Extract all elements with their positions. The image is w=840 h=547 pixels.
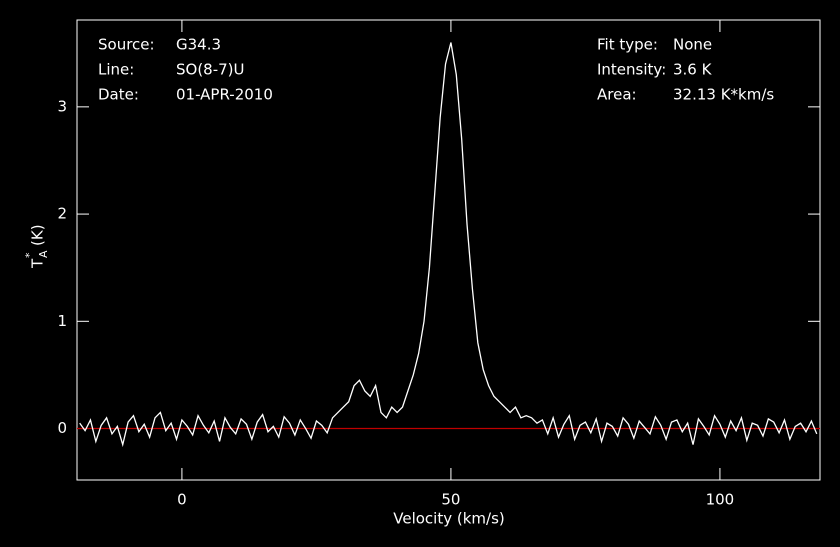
- y-tick-label: 0: [57, 419, 67, 437]
- annotation-key: Date:: [98, 86, 139, 104]
- y-label-unit: (K): [29, 224, 47, 246]
- x-tick-label: 0: [177, 491, 187, 509]
- annotation-value: 32.13 K*km/s: [673, 86, 774, 104]
- annotation-value: 01-APR-2010: [176, 86, 273, 104]
- y-axis-label: T * A (K): [23, 224, 50, 269]
- x-tick-label: 50: [441, 491, 460, 509]
- annotation-key: Source:: [98, 36, 155, 54]
- y-label-sup: *: [23, 252, 36, 258]
- annotation-value: None: [673, 36, 712, 54]
- annotation-value: 3.6 K: [673, 61, 713, 79]
- y-tick-label: 3: [57, 97, 67, 115]
- annotation-value: SO(8-7)U: [176, 61, 245, 79]
- annotation-key: Area:: [597, 86, 637, 104]
- plot-frame: [76, 19, 821, 481]
- y-tick-label: 2: [57, 205, 67, 223]
- annotation-key: Intensity:: [597, 61, 666, 79]
- x-axis-label: Velocity (km/s): [393, 510, 504, 528]
- annotation-value: G34.3: [176, 36, 221, 54]
- y-tick-label: 1: [57, 312, 67, 330]
- y-label-sub: A: [37, 250, 50, 258]
- spectrum-line: [79, 42, 818, 448]
- x-tick-label: 100: [706, 491, 735, 509]
- y-label-symbol: T: [29, 258, 47, 269]
- annotation-key: Fit type:: [597, 36, 658, 54]
- annotation-key: Line:: [98, 61, 134, 79]
